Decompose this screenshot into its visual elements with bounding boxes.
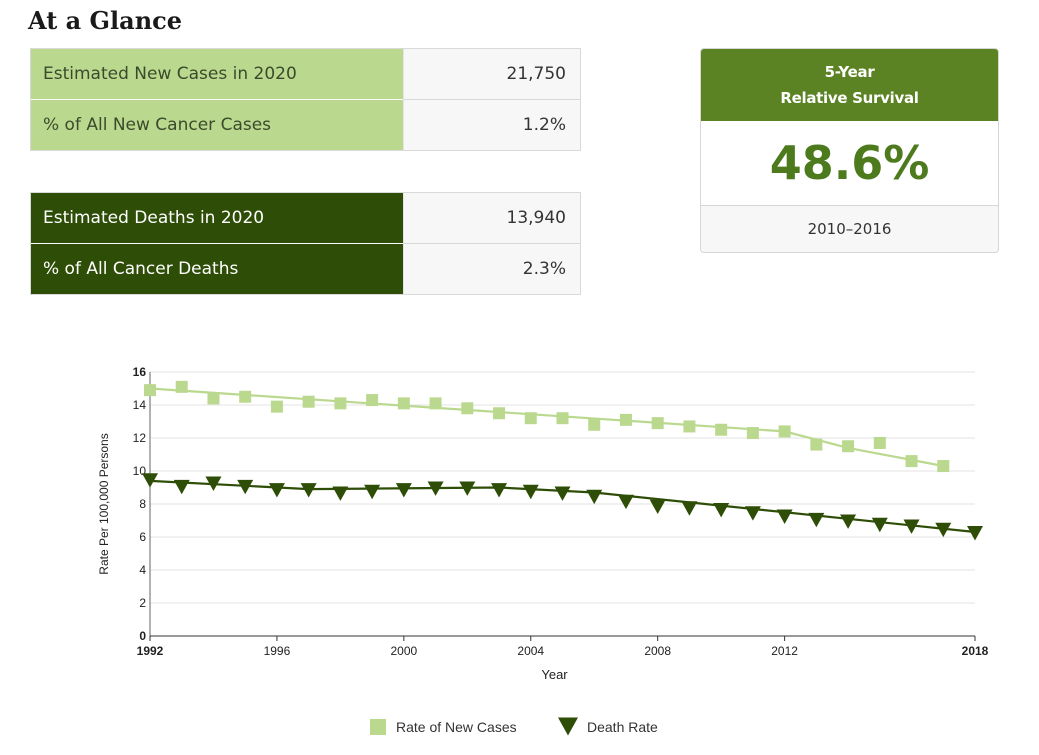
death-rate-point — [776, 509, 793, 524]
trend-line-new-cases — [149, 387, 944, 468]
legend-new-cases-swatch — [370, 719, 386, 735]
new-cases-point — [144, 384, 156, 397]
new-cases-point — [207, 392, 220, 405]
legend-death-rate-label: Death Rate — [587, 719, 658, 735]
new-cases-point — [619, 413, 632, 426]
death-rate-point — [332, 486, 349, 501]
y-tick-label: 10 — [133, 464, 147, 478]
new-cases-point — [270, 400, 283, 413]
death-rate-point — [459, 481, 476, 496]
new-cases-point — [239, 390, 252, 403]
pct-new-cases-label: % of All New Cancer Cases — [31, 99, 403, 150]
new-cases-point — [842, 440, 855, 453]
y-axis-title: Rate Per 100,000 Persons — [97, 433, 111, 574]
table-row: Estimated New Cases in 2020 21,750 — [31, 49, 580, 99]
new-cases-point — [302, 395, 315, 408]
death-rate-point — [427, 481, 444, 496]
x-tick-label: 1992 — [137, 644, 164, 658]
y-tick-label: 12 — [133, 431, 147, 445]
y-tick-label: 14 — [133, 398, 147, 412]
new-cases-point — [461, 402, 474, 415]
new-cases-point — [746, 427, 759, 440]
deaths-value: 13,940 — [403, 193, 580, 243]
death-rate-point — [808, 512, 825, 528]
new-cases-point — [429, 397, 442, 410]
death-rate-point — [649, 499, 666, 515]
survival-heading-line2: Relative Survival — [780, 89, 919, 107]
new-cases-point — [651, 417, 664, 430]
deaths-label: Estimated Deaths in 2020 — [31, 193, 403, 243]
x-tick-label: 2004 — [517, 644, 544, 658]
x-tick-label: 2012 — [771, 644, 798, 658]
x-tick-label: 2000 — [390, 644, 417, 658]
y-tick-label: 6 — [139, 530, 146, 544]
death-rate-point — [744, 506, 761, 521]
deaths-table: Estimated Deaths in 2020 13,940 % of All… — [30, 192, 581, 295]
death-rate-point — [903, 519, 920, 534]
survival-years: 2010–2016 — [807, 220, 892, 238]
table-row: Estimated Deaths in 2020 13,940 — [31, 193, 580, 243]
death-rate-point — [300, 483, 317, 498]
death-rate-point — [617, 494, 634, 510]
survival-value: 48.6% — [701, 121, 998, 206]
pct-deaths-value: 2.3% — [403, 244, 580, 294]
new-cases-point — [873, 436, 886, 449]
new-cases-point — [334, 397, 347, 410]
new-cases-point — [493, 407, 506, 420]
death-rate-point — [554, 486, 571, 501]
death-rate-point — [586, 489, 603, 505]
legend-new-cases-label: Rate of New Cases — [396, 719, 517, 735]
legend-death-rate-swatch — [558, 717, 578, 736]
death-rate-point — [268, 483, 285, 498]
incidence-table: Estimated New Cases in 2020 21,750 % of … — [30, 48, 581, 151]
pct-deaths-label: % of All Cancer Deaths — [31, 243, 403, 294]
death-rate-point — [681, 501, 698, 516]
new-cases-point — [175, 380, 188, 393]
death-rate-point — [935, 522, 952, 538]
death-rate-point — [840, 514, 857, 529]
y-tick-label: 2 — [139, 596, 146, 610]
new-cases-point — [905, 455, 918, 468]
y-tick-label: 4 — [139, 563, 146, 577]
death-rate-point — [205, 476, 222, 491]
table-row: % of All New Cancer Cases 1.2% — [31, 99, 580, 150]
death-rate-point — [173, 479, 190, 495]
x-tick-label: 1996 — [264, 644, 291, 658]
new-cases-point — [556, 412, 569, 425]
new-cases-point — [715, 423, 728, 436]
death-rate-point — [364, 484, 381, 500]
death-rate-point — [491, 483, 508, 498]
table-row: % of All Cancer Deaths 2.3% — [31, 243, 580, 294]
page-title: At a Glance — [28, 6, 183, 35]
new-cases-point — [810, 438, 823, 451]
y-tick-label: 8 — [139, 497, 146, 511]
new-cases-point — [683, 420, 696, 433]
new-cases-point — [524, 412, 537, 425]
y-tick-label: 0 — [139, 629, 146, 643]
new-cases-point — [397, 397, 410, 410]
death-rate-point — [967, 526, 983, 541]
pct-new-cases-value: 1.2% — [403, 100, 580, 150]
death-rate-point — [395, 483, 412, 498]
death-rate-point — [237, 479, 254, 495]
y-tick-label: 16 — [133, 365, 147, 379]
x-tick-label: 2018 — [962, 644, 989, 658]
new-cases-value: 21,750 — [403, 49, 580, 99]
new-cases-label: Estimated New Cases in 2020 — [31, 49, 403, 99]
death-rate-point — [522, 484, 539, 500]
death-rate-point — [713, 502, 730, 518]
x-tick-label: 2008 — [644, 644, 671, 658]
x-axis-title: Year — [541, 667, 568, 682]
survival-heading: 5-Year Relative Survival — [701, 49, 998, 121]
new-cases-point — [937, 460, 950, 473]
trend-line-death-rate — [149, 479, 976, 534]
death-rate-point — [871, 517, 888, 533]
survival-heading-line1: 5-Year — [824, 63, 875, 81]
new-cases-point — [366, 394, 379, 407]
death-rate-point — [142, 473, 158, 488]
survival-card: 5-Year Relative Survival 48.6% 2010–2016 — [700, 48, 999, 253]
new-cases-point — [588, 418, 601, 431]
new-cases-point — [778, 425, 791, 438]
